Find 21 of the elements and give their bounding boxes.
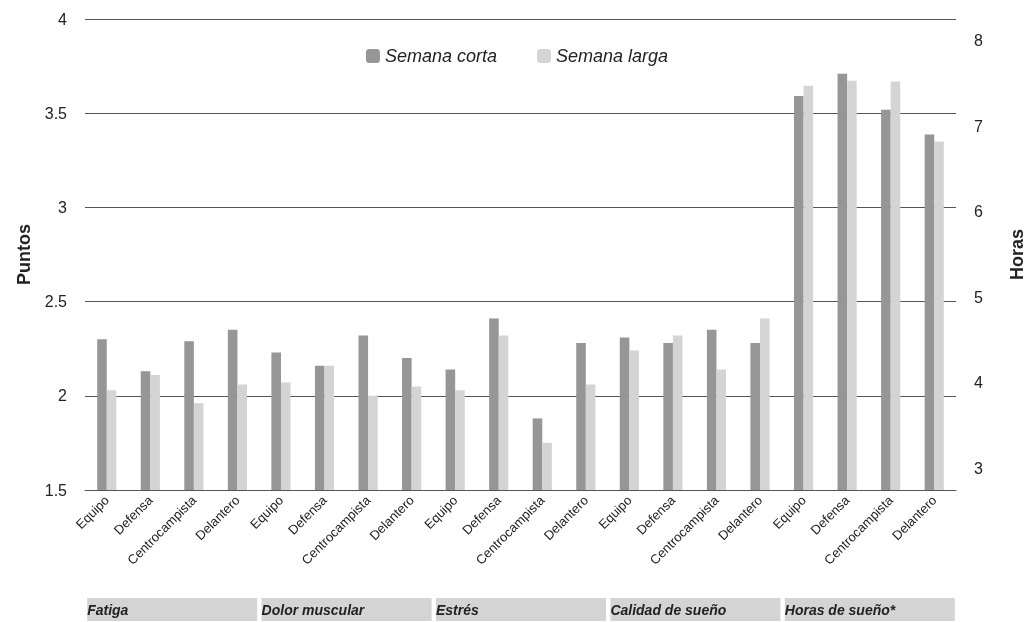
text: Calidad de sueño	[610, 601, 727, 618]
y-tick-label: 2	[58, 387, 68, 405]
y-tick-label: 4	[58, 10, 68, 28]
legend-label: Semana corta	[384, 46, 497, 66]
y2-tick-label: 8	[974, 31, 983, 49]
y2-axis-title: Horas	[1007, 228, 1027, 281]
y-tick-label: 3.5	[44, 104, 68, 122]
y-tick-label: 1.5	[44, 481, 68, 499]
text: Dolor muscular	[261, 601, 366, 618]
y-tick-label: 2.5	[44, 293, 68, 311]
text: Horas de sueño*	[784, 601, 896, 618]
text: Fatiga	[87, 601, 129, 618]
y-axis-title: Puntos	[14, 224, 34, 285]
legend-label: Semana larga	[556, 46, 669, 66]
y2-tick-label: 4	[974, 374, 983, 392]
text: Estrés	[435, 601, 479, 618]
y2-tick-label: 3	[974, 460, 983, 478]
y-tick-label: 3	[58, 198, 68, 216]
y2-tick-label: 7	[974, 117, 983, 135]
y2-tick-label: 6	[974, 203, 983, 221]
y2-tick-label: 5	[974, 288, 983, 306]
